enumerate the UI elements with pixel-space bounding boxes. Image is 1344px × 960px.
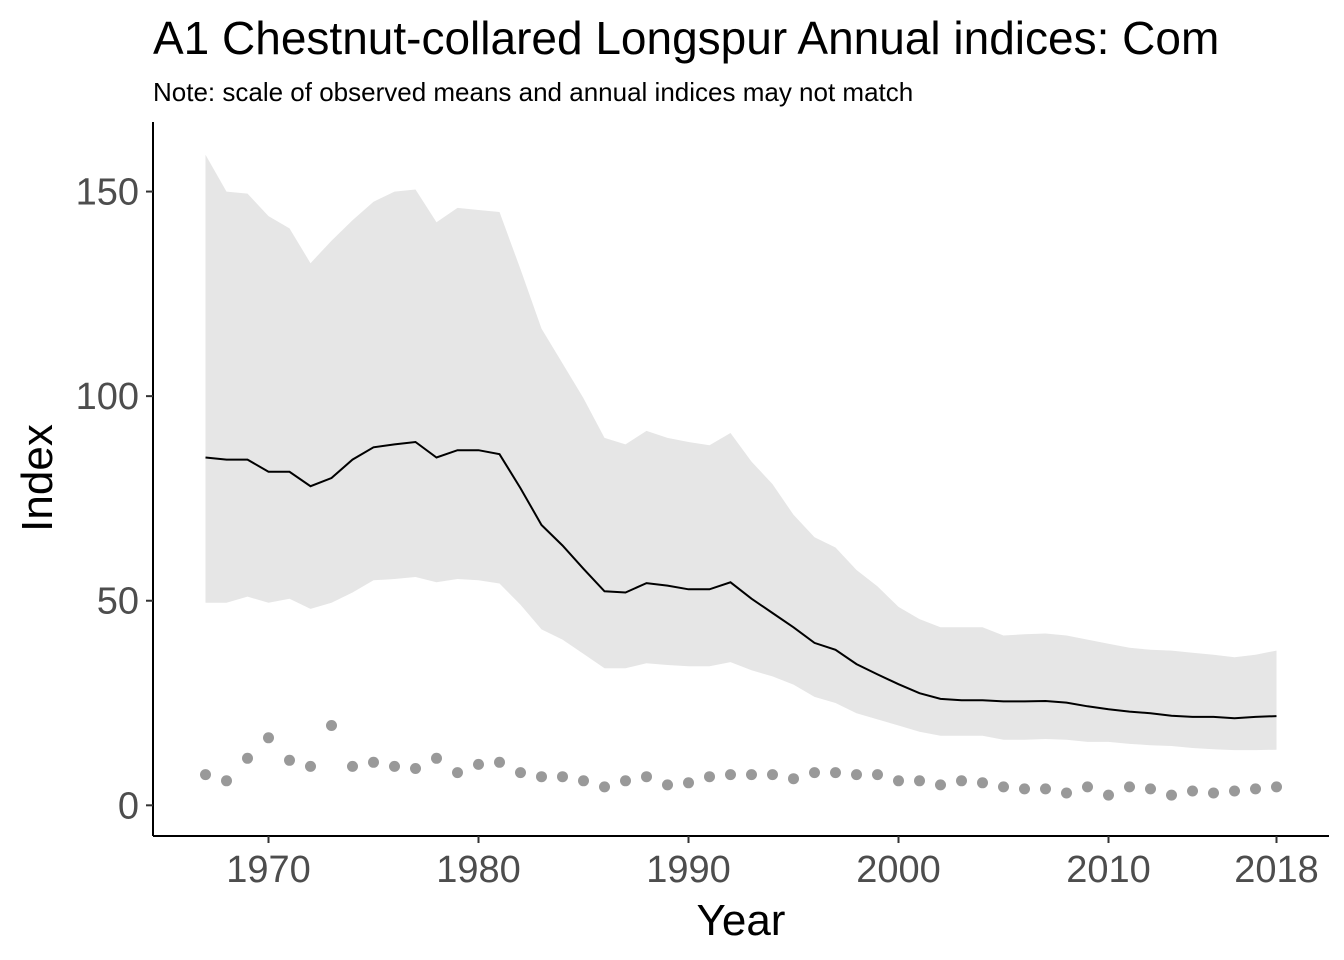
observed-point xyxy=(242,752,253,764)
y-tick-label: 100 xyxy=(76,376,139,418)
observed-point xyxy=(641,771,652,783)
observed-point xyxy=(1271,781,1282,793)
observed-point xyxy=(578,775,589,787)
observed-point xyxy=(788,773,799,785)
observed-point xyxy=(1187,785,1198,797)
x-axis: 1970 1980 1990 2000 2010 2018 xyxy=(153,835,1329,891)
observed-point xyxy=(1208,787,1219,799)
observed-point xyxy=(1229,785,1240,797)
observed-point xyxy=(662,779,673,791)
observed-point xyxy=(1040,783,1051,795)
observed-point xyxy=(452,767,463,779)
observed-point xyxy=(368,756,379,768)
observed-point xyxy=(977,777,988,789)
observed-point xyxy=(746,769,757,781)
observed-point xyxy=(809,767,820,779)
observed-point xyxy=(1019,783,1030,795)
observed-point xyxy=(347,760,358,772)
observed-point xyxy=(1061,787,1072,799)
observed-point xyxy=(935,779,946,791)
observed-point xyxy=(683,777,694,789)
observed-point xyxy=(1082,781,1093,793)
observed-point xyxy=(263,732,274,744)
plot-area xyxy=(200,154,1282,801)
observed-point xyxy=(305,760,316,772)
observed-point xyxy=(515,767,526,779)
y-axis-title: Index xyxy=(13,424,62,532)
observed-points xyxy=(200,720,1282,801)
chart-title: A1 Chestnut-collared Longspur Annual ind… xyxy=(153,12,1219,64)
x-tick-label: 1980 xyxy=(436,849,521,891)
observed-point xyxy=(326,720,337,731)
observed-point xyxy=(1166,789,1177,801)
observed-point xyxy=(431,752,442,764)
confidence-ribbon xyxy=(205,154,1277,751)
x-tick-label: 1990 xyxy=(646,849,731,891)
observed-point xyxy=(557,771,568,783)
observed-point xyxy=(893,775,904,787)
observed-point xyxy=(872,769,883,781)
observed-point xyxy=(473,758,484,770)
observed-point xyxy=(830,767,841,779)
observed-point xyxy=(494,756,505,768)
y-tick-label: 0 xyxy=(118,785,139,827)
observed-point xyxy=(284,754,295,766)
observed-point xyxy=(998,781,1009,793)
index-line xyxy=(205,440,1277,720)
observed-point xyxy=(410,763,421,774)
observed-point xyxy=(536,771,547,783)
chart-subtitle: Note: scale of observed means and annual… xyxy=(153,77,913,107)
observed-point xyxy=(914,775,925,787)
observed-point xyxy=(620,775,631,787)
y-axis: 0 50 100 150 xyxy=(76,122,154,836)
observed-point xyxy=(1145,783,1156,795)
observed-point xyxy=(221,775,232,787)
y-tick-label: 50 xyxy=(97,581,139,623)
observed-point xyxy=(851,769,862,781)
y-tick-label: 150 xyxy=(76,172,139,214)
observed-point xyxy=(1250,783,1261,795)
x-tick-label: 2000 xyxy=(856,849,941,891)
x-tick-label: 2018 xyxy=(1234,849,1319,891)
observed-point xyxy=(725,769,736,781)
observed-point xyxy=(1124,781,1135,793)
observed-point xyxy=(200,769,211,781)
observed-point xyxy=(956,775,967,787)
x-tick-label: 2010 xyxy=(1066,849,1151,891)
observed-point xyxy=(389,760,400,772)
x-axis-title: Year xyxy=(697,896,786,945)
observed-point xyxy=(599,781,610,793)
observed-point xyxy=(767,769,778,781)
observed-point xyxy=(1103,789,1114,801)
observed-point xyxy=(704,771,715,783)
x-tick-label: 1970 xyxy=(226,849,311,891)
